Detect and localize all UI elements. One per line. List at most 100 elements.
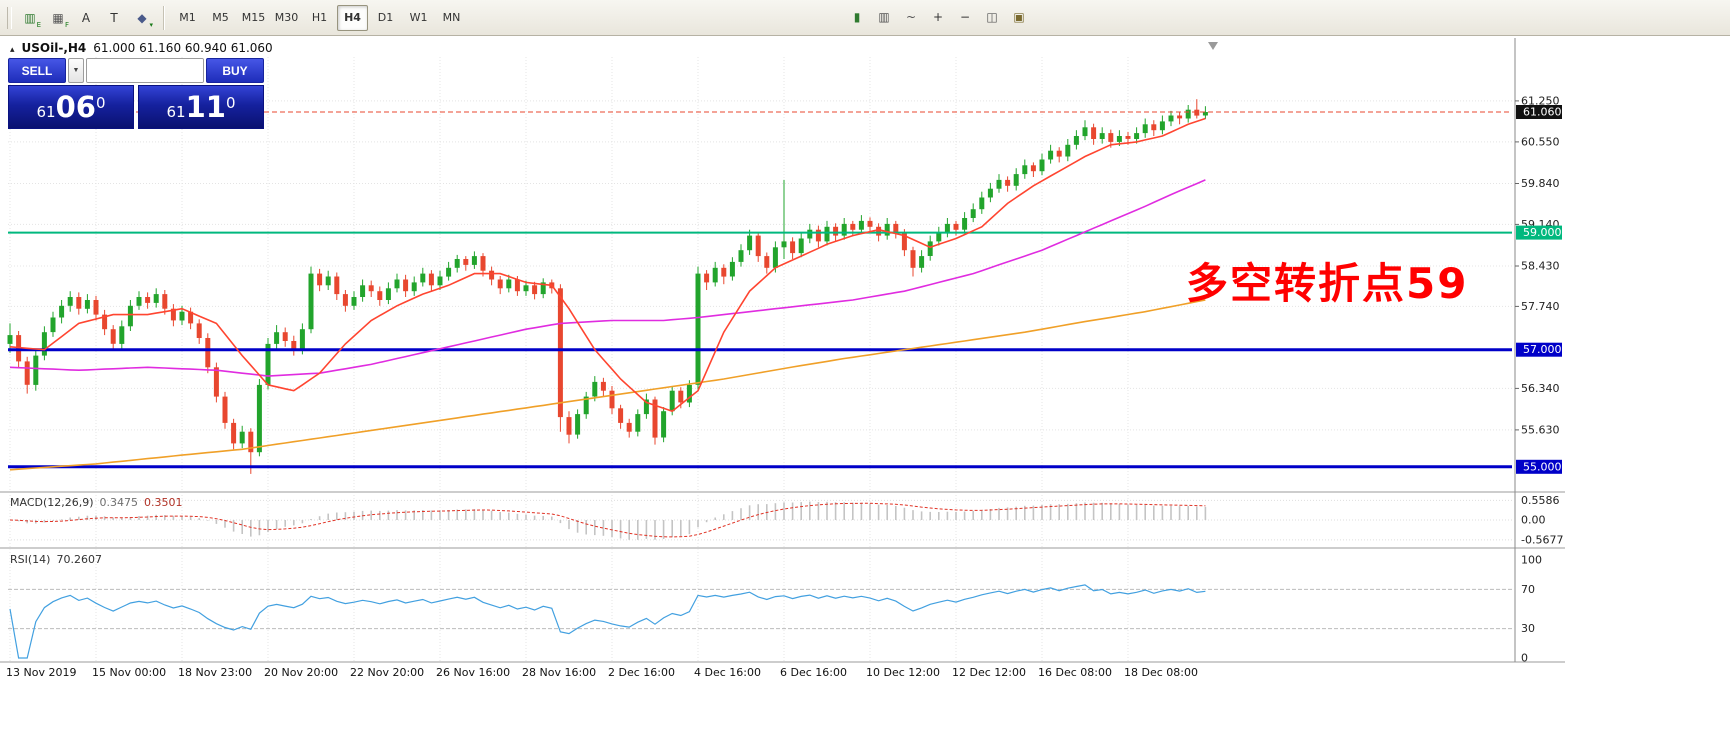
sell-button[interactable]: SELL	[8, 58, 66, 83]
caret-down-icon: ▼	[72, 67, 80, 74]
svg-text:58.430: 58.430	[1521, 260, 1560, 273]
tile-windows-icon[interactable]: ◫	[986, 10, 998, 24]
line-chart-icon[interactable]: ~	[905, 10, 917, 24]
macd-name: MACD(12,26,9)	[10, 496, 94, 509]
zoom-out-icon[interactable]: −	[959, 10, 971, 24]
svg-text:6 Dec 16:00: 6 Dec 16:00	[780, 666, 847, 679]
chart-annotation-text[interactable]: 多空转折点59	[1186, 259, 1469, 308]
timeframe-d1-button[interactable]: D1	[377, 11, 394, 24]
svg-text:55.630: 55.630	[1521, 423, 1560, 436]
sell-price-display[interactable]: 61 06 0	[8, 85, 134, 129]
svg-text:70: 70	[1521, 583, 1535, 596]
svg-text:55.000: 55.000	[1523, 460, 1562, 473]
svg-text:59.840: 59.840	[1521, 177, 1560, 190]
svg-text:16 Dec 08:00: 16 Dec 08:00	[1038, 666, 1112, 679]
svg-text:59.000: 59.000	[1523, 226, 1562, 239]
svg-text:22 Nov 20:00: 22 Nov 20:00	[350, 666, 424, 679]
svg-text:12 Dec 12:00: 12 Dec 12:00	[952, 666, 1026, 679]
objects-list-icon[interactable]: ▦ F	[52, 10, 69, 29]
timeframe-h1-button[interactable]: H1	[311, 11, 328, 24]
timeframe-group: M1 M5 M15 M30 H1 H4 D1 W1 MN	[172, 4, 467, 31]
toolbar: ▥ E ▦ F A T ◆ ▾ M1 M5 M15 M30 H1 H4 D1 W1 MN ▮ ▥ ~ + − ◫ ▣	[0, 0, 1730, 36]
buy-button[interactable]: BUY	[206, 58, 264, 83]
candlestick-chart-icon[interactable]: ▮	[853, 10, 861, 24]
svg-text:0: 0	[1521, 652, 1528, 665]
chart-shift-marker-icon	[1208, 42, 1218, 50]
timeframe-m15-button[interactable]: M15	[241, 11, 266, 24]
svg-text:57.000: 57.000	[1523, 343, 1562, 356]
volume-field: ▴ ▾	[86, 58, 204, 83]
price-badge-59.000: 59.000	[1516, 225, 1562, 240]
timeframe-m1-button[interactable]: M1	[179, 11, 196, 24]
svg-text:18 Nov 23:00: 18 Nov 23:00	[178, 666, 252, 679]
buy-price-int: 61	[166, 103, 186, 121]
macd-signal-value: 0.3501	[144, 496, 183, 509]
macd-histogram	[17, 501, 1207, 540]
sell-price-sup: 0	[95, 94, 106, 112]
candles-layer	[7, 99, 1208, 474]
timeframe-m30-button[interactable]: M30	[274, 11, 299, 24]
svg-text:61.060: 61.060	[1523, 106, 1562, 119]
buy-price-sup: 0	[225, 94, 236, 112]
price-badge-61.060: 61.060	[1516, 105, 1562, 119]
text-box-icon[interactable]: T	[110, 10, 118, 25]
svg-text:0.00: 0.00	[1521, 514, 1546, 527]
price-badge-55.000: 55.000	[1516, 459, 1562, 474]
rsi-line	[9, 584, 1206, 659]
toolbar-right-group: ▮ ▥ ~ + − ◫ ▣	[845, 5, 1031, 29]
ma-slow-line	[9, 299, 1206, 471]
svg-text:0.5586: 0.5586	[1521, 494, 1560, 507]
chart-canvas[interactable]: 61.25060.55059.84059.14058.43057.74056.3…	[0, 36, 1730, 755]
rsi-indicator-label: RSI(14) 70.2607	[10, 553, 102, 566]
buy-price-display[interactable]: 61 11 0	[138, 85, 264, 129]
indicators-icon[interactable]: ▥ E	[24, 10, 41, 29]
svg-text:61.250: 61.250	[1521, 94, 1560, 107]
svg-text:28 Nov 16:00: 28 Nov 16:00	[522, 666, 596, 679]
svg-text:-0.5677: -0.5677	[1521, 533, 1563, 546]
time-axis[interactable]: 13 Nov 2019 15 Nov 00:00 18 Nov 23:00 20 No…	[6, 666, 1198, 679]
timeframe-w1-button[interactable]: W1	[409, 11, 428, 24]
timeframe-m5-button[interactable]: M5	[212, 11, 229, 24]
svg-text:15 Nov 00:00: 15 Nov 00:00	[92, 666, 166, 679]
timeframe-h4-button[interactable]: H4	[337, 4, 368, 31]
toolbar-left-group: ▥ E ▦ F A T ◆ ▾	[17, 5, 155, 31]
macd-signal-line	[9, 502, 1206, 538]
ma-fast-line	[9, 117, 1206, 413]
chart-window: 61.250 60.550 59.840 59.140 58.430 57.740 56.3…	[0, 36, 1730, 755]
timeframe-mn-button[interactable]: MN	[442, 11, 461, 24]
svg-text:18 Dec 08:00: 18 Dec 08:00	[1124, 666, 1198, 679]
svg-text:2 Dec 16:00: 2 Dec 16:00	[608, 666, 675, 679]
chart-title: ▴ USOil-,H4 61.000 61.160 60.940 61.060	[10, 41, 273, 55]
templates-icon[interactable]: ▣	[1013, 10, 1025, 24]
rsi-value: 70.2607	[56, 553, 102, 566]
macd-main-value: 0.3475	[99, 496, 139, 509]
buy-price-main: 11	[185, 90, 226, 124]
sell-price-main: 06	[55, 90, 96, 124]
toolbar-separator	[163, 5, 164, 30]
svg-text:26 Nov 16:00: 26 Nov 16:00	[436, 666, 510, 679]
zoom-in-icon[interactable]: +	[932, 10, 944, 24]
volume-input[interactable]	[87, 59, 203, 82]
svg-text:57.740: 57.740	[1521, 300, 1560, 313]
svg-text:13 Nov 2019: 13 Nov 2019	[6, 666, 76, 679]
svg-text:20 Nov 20:00: 20 Nov 20:00	[264, 666, 338, 679]
toolbar-drag-handle[interactable]	[7, 6, 12, 29]
svg-text:4 Dec 16:00: 4 Dec 16:00	[694, 666, 761, 679]
macd-indicator-label: MACD(12,26,9) 0.3475 0.3501	[10, 496, 183, 509]
price-badge-57.000: 57.000	[1516, 342, 1562, 357]
chart-ohlc-values: 61.000 61.160 60.940 61.060	[93, 41, 273, 55]
text-label-icon[interactable]: A	[81, 10, 91, 25]
order-options-caret-button[interactable]: ▼	[68, 58, 84, 83]
sell-price-int: 61	[36, 103, 56, 121]
svg-text:100: 100	[1521, 554, 1542, 567]
draw-tools-icon[interactable]: ◆ ▾	[137, 10, 153, 29]
chart-symbol-period: USOil-,H4	[21, 41, 87, 55]
svg-text:60.550: 60.550	[1521, 135, 1560, 148]
bar-chart-icon[interactable]: ▥	[878, 10, 890, 24]
svg-text:10 Dec 12:00: 10 Dec 12:00	[866, 666, 940, 679]
svg-text:30: 30	[1521, 622, 1535, 635]
chart-symbol-icon: ▴	[10, 45, 15, 55]
svg-text:56.340: 56.340	[1521, 382, 1560, 395]
